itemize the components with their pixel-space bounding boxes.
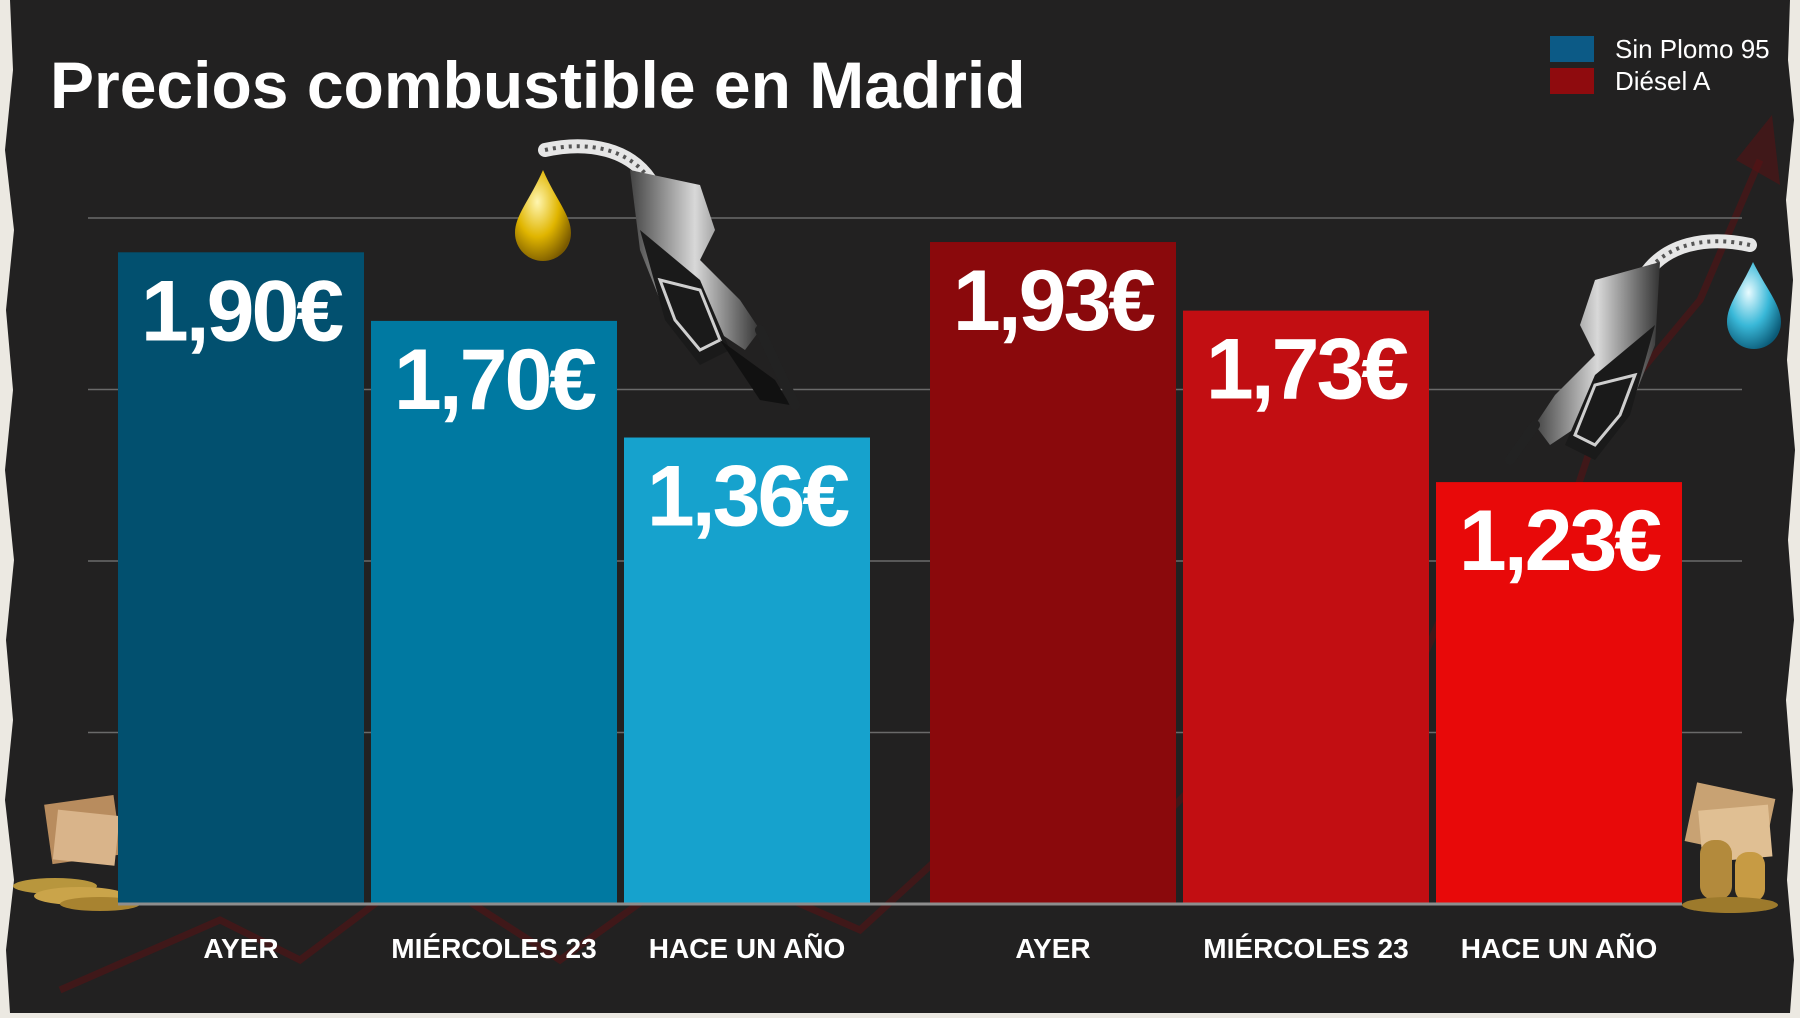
fuel-nozzle-left-icon: [538, 139, 800, 410]
category-label-diesel-a-miercoles-23: MIÉRCOLES 23: [1203, 933, 1408, 964]
category-label-diesel-a-hace-un-ano: HACE UN AÑO: [1461, 933, 1658, 964]
chart-title: Precios combustible en Madrid: [50, 48, 1026, 122]
money-pile-left-icon: [13, 795, 140, 911]
category-label-diesel-a-ayer: AYER: [1015, 933, 1090, 964]
bar-diesel-a-ayer: [930, 242, 1176, 904]
bar-sin-plomo-95-hace-un-ano: [624, 437, 870, 904]
bar-diesel-a-miercoles-23: [1183, 310, 1429, 904]
fuel-nozzle-right-icon: [1505, 234, 1757, 465]
category-label-sin-plomo-95-miercoles-23: MIÉRCOLES 23: [391, 933, 596, 964]
bar-diesel-a-hace-un-ano: [1436, 482, 1682, 904]
bar-sin-plomo-95-miercoles-23: [371, 320, 617, 904]
data-label-diesel-a-miercoles-23: 1,73€: [1206, 322, 1408, 418]
category-label-sin-plomo-95-ayer: AYER: [203, 933, 278, 964]
data-label-diesel-a-hace-un-ano: 1,23€: [1459, 493, 1661, 589]
legend-swatch-sin-plomo-95: [1550, 36, 1594, 62]
data-label-diesel-a-ayer: 1,93€: [953, 253, 1155, 349]
data-label-sin-plomo-95-hace-un-ano: 1,36€: [647, 449, 849, 545]
category-label-sin-plomo-95-hace-un-ano: HACE UN AÑO: [649, 933, 846, 964]
legend-label-sin-plomo-95: Sin Plomo 95: [1615, 34, 1770, 64]
legend-swatch-diesel-a: [1550, 68, 1594, 94]
legend-label-diesel-a: Diésel A: [1615, 66, 1711, 96]
background-trend-arrowhead: [1736, 115, 1780, 185]
data-label-sin-plomo-95-miercoles-23: 1,70€: [394, 332, 596, 428]
data-label-sin-plomo-95-ayer: 1,90€: [141, 263, 343, 359]
blue-drop-icon: [1727, 262, 1781, 349]
category-labels: AYER MIÉRCOLES 23 HACE UN AÑO AYER MIÉRCOLES…: [203, 933, 1657, 964]
gold-drop-icon: [515, 170, 571, 261]
bar-sin-plomo-95-ayer: [118, 252, 364, 905]
bars-layer: 1,90€ 1,70€ 1,36€ 1,93€ 1,73€ 1,23€: [118, 242, 1682, 905]
money-pile-right-icon: [1682, 782, 1778, 913]
